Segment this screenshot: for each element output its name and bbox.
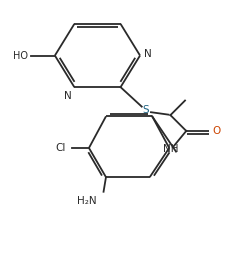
Text: S: S [143, 105, 149, 115]
Text: O: O [212, 126, 220, 136]
Text: HO: HO [13, 51, 28, 61]
Text: NH: NH [163, 144, 178, 154]
Text: N: N [64, 91, 72, 101]
Text: H₂N: H₂N [77, 196, 96, 206]
Text: N: N [144, 49, 152, 59]
Text: Cl: Cl [55, 143, 66, 153]
